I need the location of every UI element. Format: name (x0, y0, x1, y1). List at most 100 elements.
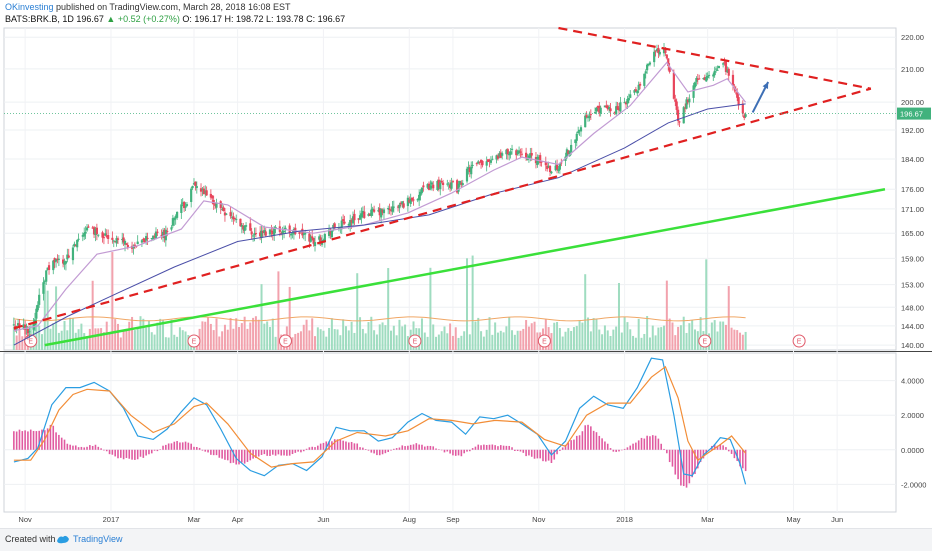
candle-body (298, 232, 301, 234)
candle-body (280, 232, 283, 234)
macd-histogram-bar (367, 449, 370, 451)
date-axis-tick-label: Apr (232, 515, 244, 524)
candle-body (221, 208, 224, 210)
chart-canvas[interactable]: 220.00 210.00 200.00 192.00 184.00 176.00 171.… (0, 0, 932, 528)
candle-body (81, 234, 84, 237)
candle-body (333, 223, 336, 229)
moving-average-slow-line (13, 103, 746, 346)
candle-body (499, 152, 502, 158)
candle-body (506, 149, 509, 155)
candle-body (387, 208, 390, 210)
candle-body (73, 243, 76, 247)
tradingview-brand-label[interactable]: TradingView (73, 534, 123, 544)
candle-body (205, 190, 208, 196)
candle-body (705, 77, 708, 82)
candle-body (396, 206, 400, 208)
candle-body (646, 64, 649, 71)
macd-histogram-bar (716, 445, 719, 450)
macd-histogram-bar (288, 449, 291, 456)
candle-body (447, 183, 450, 185)
macd-histogram-bar (688, 449, 691, 484)
macd-histogram-bar (477, 444, 480, 450)
volume-bar (181, 330, 184, 350)
candle-body (291, 233, 294, 235)
volume-bar (271, 318, 274, 350)
candle-body (244, 225, 248, 227)
volume-bar (390, 330, 393, 350)
volume-bar (460, 335, 463, 350)
volume-bar (736, 330, 739, 350)
macd-histogram-bar (682, 449, 685, 487)
price-axis-tick-label: 200.00 (901, 98, 924, 107)
candle-body (723, 62, 726, 64)
volume-bar (325, 336, 328, 350)
volume-bar (598, 329, 601, 350)
candle-body (201, 188, 204, 190)
macd-histogram-bar (415, 443, 418, 450)
candle-body (85, 227, 89, 231)
macd-histogram-bar (97, 446, 100, 450)
volume-bar (339, 335, 342, 350)
candle-body (202, 188, 205, 195)
volume-bar (268, 326, 271, 350)
candle-body (743, 115, 746, 118)
volume-bar (207, 317, 210, 350)
volume-bar (502, 332, 505, 350)
candle-body (185, 204, 189, 206)
volume-bar (91, 280, 94, 350)
candle-body (312, 237, 315, 244)
macd-histogram-bar (136, 449, 139, 460)
candle-body (674, 99, 677, 102)
macd-histogram-bar (663, 448, 665, 450)
candle-body (284, 227, 287, 230)
volume-bar (178, 327, 181, 350)
macd-histogram-bar (460, 449, 463, 457)
candle-body (337, 227, 341, 230)
macd-histogram-bar (671, 449, 674, 467)
macd-histogram-bar (339, 439, 342, 450)
macd-histogram-bar (66, 443, 69, 450)
candle-body (450, 182, 453, 189)
volume-bar (663, 325, 666, 350)
date-axis-tick-label: Jun (831, 515, 843, 524)
candle-body (264, 231, 267, 236)
candle-body (460, 182, 463, 185)
volume-bar (381, 322, 384, 350)
macd-histogram-bar (139, 449, 142, 457)
volume-bar (63, 320, 66, 350)
macd-histogram-bar (176, 441, 178, 450)
macd-histogram-bar (226, 449, 229, 461)
volume-bar (429, 267, 432, 350)
macd-histogram-bar (328, 441, 330, 450)
macd-pane-frame (3, 352, 897, 513)
triangle-upper-trendline (558, 26, 872, 90)
candle-body (696, 78, 699, 80)
volume-bar (260, 284, 263, 350)
macd-histogram-bar (342, 440, 344, 450)
volume-bar (150, 332, 153, 350)
candle-body (676, 109, 680, 121)
author-name[interactable]: OKinvesting (5, 2, 54, 12)
candle-body (550, 171, 553, 174)
candle-body (707, 74, 711, 76)
macd-histogram-bar (103, 449, 105, 451)
candle-body (402, 203, 405, 208)
macd-histogram-bar (41, 429, 43, 450)
macd-histogram-bar (584, 425, 587, 450)
volume-bar (297, 332, 300, 350)
macd-histogram-bar (291, 449, 294, 455)
volume-bar (471, 255, 474, 350)
volume-bar (713, 320, 716, 350)
macd-histogram-bar (604, 441, 606, 450)
macd-histogram-bar (257, 449, 260, 457)
volume-bar (145, 327, 148, 350)
macd-histogram-bar (516, 449, 519, 451)
macd-histogram-bar (713, 444, 716, 450)
macd-histogram-bar (404, 446, 406, 450)
candle-body (282, 231, 286, 233)
volume-bar (637, 318, 640, 350)
candle-body (501, 153, 504, 156)
candle-body (145, 236, 148, 241)
volume-bar (623, 317, 626, 350)
macd-histogram-bar (74, 445, 77, 450)
